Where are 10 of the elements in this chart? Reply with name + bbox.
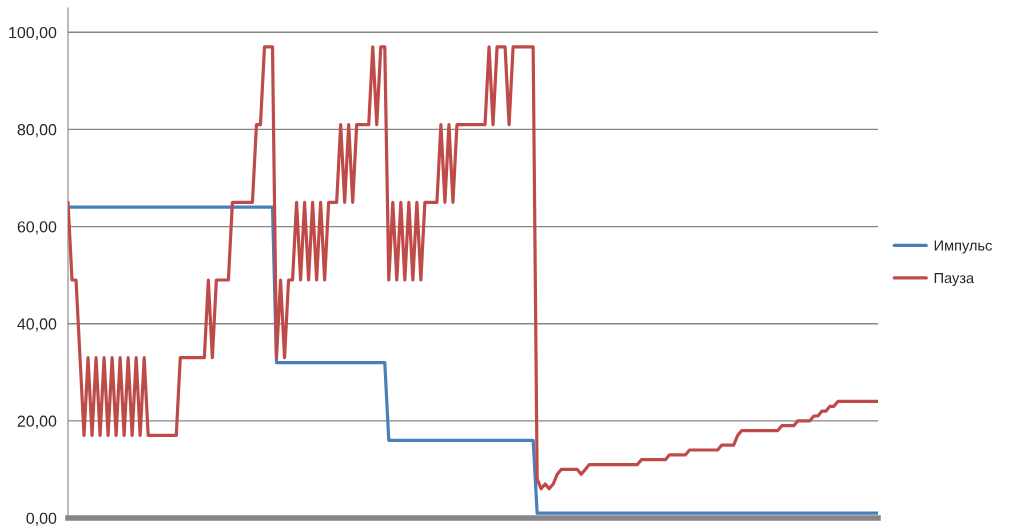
line-series	[68, 205, 878, 515]
y-tick-label: 20,00	[17, 415, 57, 429]
y-tick-label: 80,00	[17, 124, 57, 138]
y-tick-label: 40,00	[17, 318, 57, 332]
line-series	[68, 45, 878, 491]
y-tick-label: 0,00	[26, 512, 57, 526]
y-tick-label: 60,00	[17, 221, 57, 235]
y-tick-label: 100,00	[9, 26, 57, 41]
legend-label: Импульс	[934, 240, 992, 254]
legend-label: Пауза	[934, 273, 975, 287]
